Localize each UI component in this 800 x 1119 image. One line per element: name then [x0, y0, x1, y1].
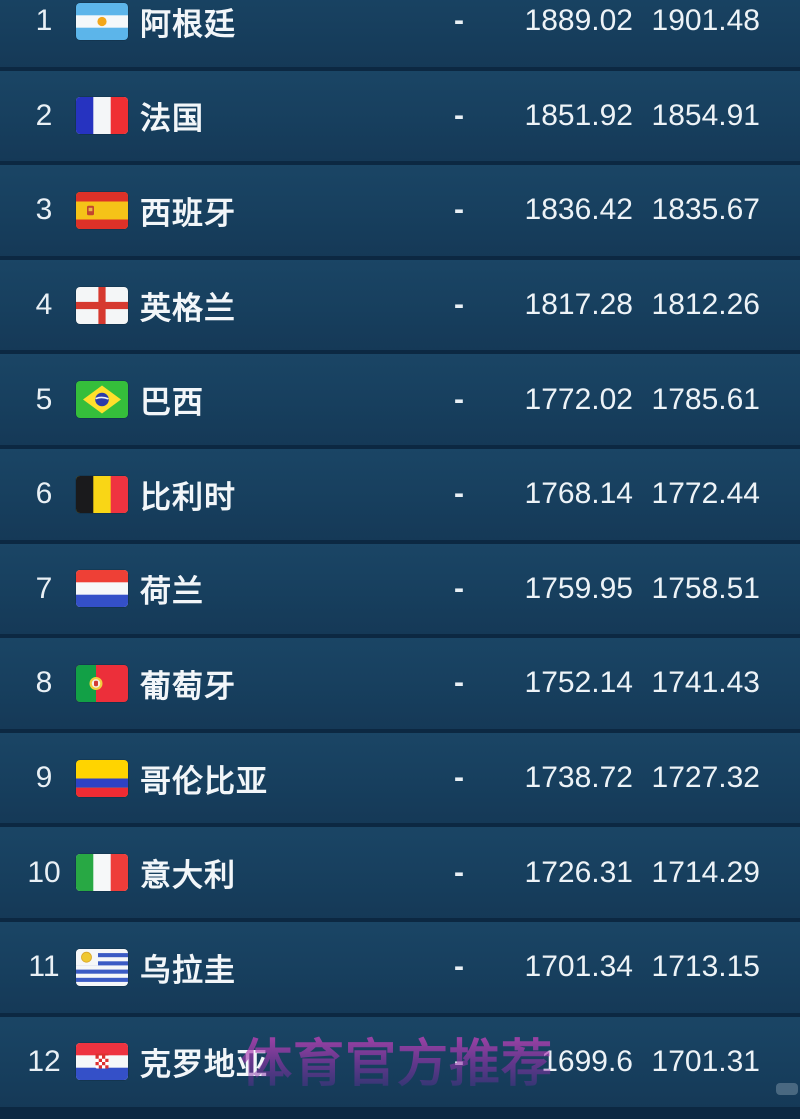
rank-number: 4 — [35, 288, 53, 322]
ranking-row[interactable]: 2 法国 - 1851.92 1854.91 — [0, 70, 800, 166]
colombia-flag-icon — [76, 759, 128, 797]
belgium-flag-icon — [76, 475, 128, 513]
rank-change: - — [454, 193, 464, 227]
ranking-row[interactable]: 6 比利时 - 1768.14 1772.44 — [0, 448, 800, 544]
points-previous: 1714.29 — [651, 855, 760, 889]
portugal-flag-icon — [76, 664, 128, 702]
points-previous: 1772.44 — [651, 477, 760, 511]
rank-number: 11 — [28, 950, 60, 984]
spain-flag-icon — [76, 191, 128, 229]
france-flag-icon — [76, 97, 128, 135]
points-current: 1726.31 — [524, 855, 633, 889]
team-name: 意大利 — [140, 858, 236, 894]
netherlands-flag-icon — [76, 570, 128, 608]
rank-change: - — [454, 382, 464, 416]
rank-number: 3 — [35, 193, 53, 227]
points-current: 1699.6 — [541, 1044, 633, 1078]
points-previous: 1727.32 — [651, 761, 760, 795]
ranking-row[interactable]: 11 乌拉圭 - 1701.34 1713.15 — [0, 921, 800, 1017]
team-name: 法国 — [140, 101, 204, 137]
uruguay-flag-icon — [76, 948, 128, 986]
ranking-row[interactable]: 8 葡萄牙 - 1752.14 1741.43 — [0, 638, 800, 733]
croatia-flag-icon — [76, 1043, 128, 1081]
team-name: 乌拉圭 — [140, 952, 236, 988]
rank-number: 2 — [35, 98, 53, 132]
points-current: 1738.72 — [524, 761, 633, 795]
rank-change: - — [454, 1044, 464, 1078]
points-current: 1752.14 — [524, 666, 633, 700]
ranking-row[interactable]: 10 意大利 - 1726.31 1714.29 — [0, 827, 800, 922]
points-previous: 1901.48 — [651, 4, 760, 38]
italy-flag-icon — [76, 854, 128, 892]
rank-number: 12 — [27, 1044, 61, 1078]
england-flag-icon — [76, 286, 128, 324]
rank-number: 5 — [35, 382, 53, 416]
points-current: 1772.02 — [524, 382, 633, 416]
rank-change: - — [454, 761, 464, 795]
team-name: 克罗地亚 — [140, 1047, 268, 1083]
rank-number: 8 — [35, 666, 53, 700]
points-previous: 1758.51 — [651, 571, 760, 605]
rank-number: 9 — [35, 761, 53, 795]
rank-number: 6 — [35, 477, 53, 511]
team-name: 比利时 — [140, 479, 236, 515]
rank-change: - — [454, 288, 464, 322]
rank-change: - — [454, 950, 464, 984]
points-previous: 1713.15 — [651, 950, 760, 984]
argentina-flag-icon — [76, 2, 128, 40]
brazil-flag-icon — [76, 381, 128, 419]
points-current: 1817.28 — [524, 288, 633, 322]
rank-change: - — [454, 855, 464, 889]
ranking-row[interactable]: 3 西班牙 - 1836.42 1835.67 — [0, 165, 800, 260]
ranking-row[interactable]: 12 克罗地亚 - 1699.6 1701.31 — [0, 1016, 800, 1112]
rank-change: - — [454, 4, 464, 38]
points-current: 1701.34 — [524, 950, 633, 984]
team-name: 西班牙 — [140, 195, 236, 231]
ranking-row[interactable]: 7 荷兰 - 1759.95 1758.51 — [0, 543, 800, 639]
points-current: 1851.92 — [524, 98, 633, 132]
points-current: 1889.02 — [524, 4, 633, 38]
rank-number: 1 — [35, 4, 53, 38]
ranking-row[interactable]: 9 哥伦比亚 - 1738.72 1727.32 — [0, 732, 800, 828]
team-name: 英格兰 — [140, 290, 236, 326]
points-current: 1759.95 — [524, 571, 633, 605]
points-current: 1836.42 — [524, 193, 633, 227]
rank-number: 7 — [35, 571, 53, 605]
points-previous: 1812.26 — [651, 288, 760, 322]
ranking-row[interactable]: 4 英格兰 - 1817.28 1812.26 — [0, 259, 800, 355]
rank-change: - — [454, 571, 464, 605]
points-previous: 1854.91 — [651, 98, 760, 132]
team-name: 荷兰 — [140, 574, 204, 610]
points-previous: 1835.67 — [651, 193, 760, 227]
ranking-row[interactable]: 5 巴西 - 1772.02 1785.61 — [0, 354, 800, 449]
rank-change: - — [454, 98, 464, 132]
rank-change: - — [454, 666, 464, 700]
points-current: 1768.14 — [524, 477, 633, 511]
rank-number: 10 — [27, 855, 61, 889]
team-name: 哥伦比亚 — [140, 763, 268, 799]
points-previous: 1741.43 — [651, 666, 760, 700]
team-name: 葡萄牙 — [140, 668, 236, 704]
team-name: 巴西 — [140, 385, 204, 421]
points-previous: 1701.31 — [651, 1044, 760, 1078]
corner-overlay — [776, 1083, 798, 1095]
ranking-row[interactable]: 1 阿根廷 - 1889.02 1901.48 — [0, 0, 800, 71]
rank-change: - — [454, 477, 464, 511]
team-name: 阿根廷 — [140, 6, 236, 42]
points-previous: 1785.61 — [651, 382, 760, 416]
